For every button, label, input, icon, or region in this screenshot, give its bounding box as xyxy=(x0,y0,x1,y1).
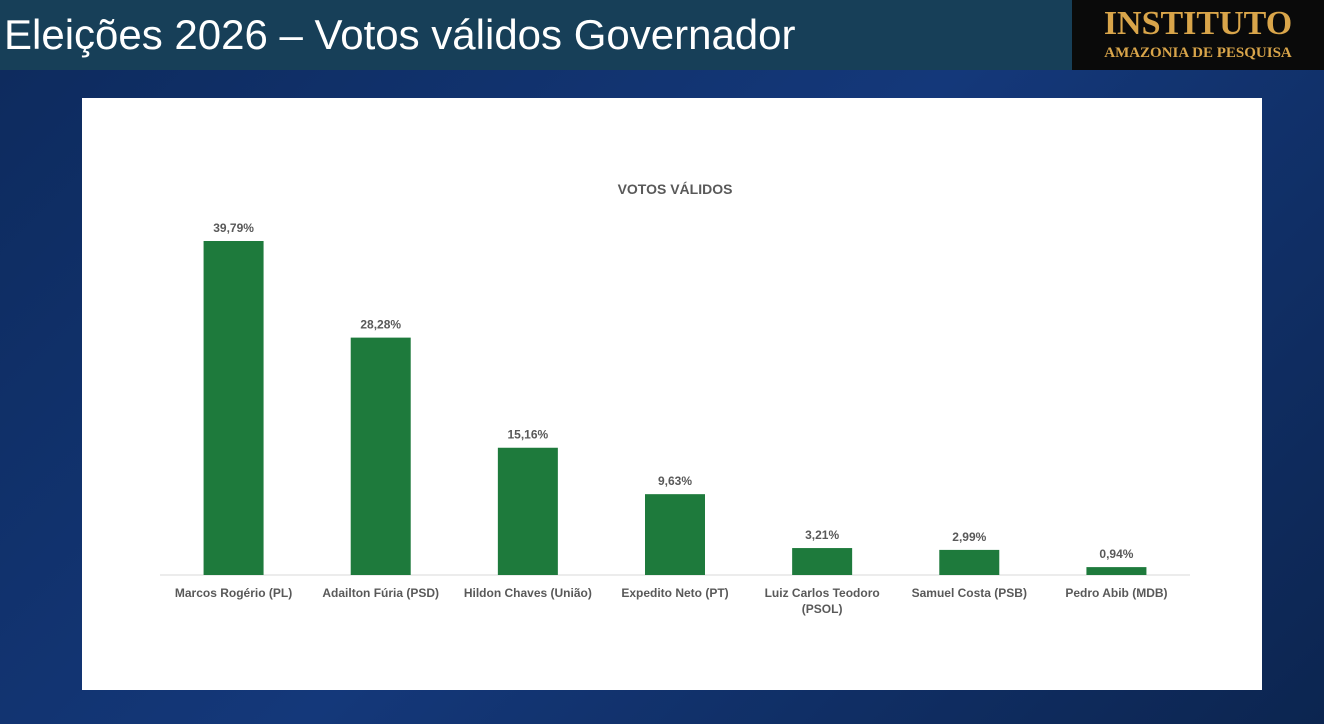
bar xyxy=(939,549,1000,575)
logo-subtitle: AMAZONIA DE PESQUISA xyxy=(1104,45,1292,61)
value-label: 28,28% xyxy=(360,318,401,332)
bar xyxy=(645,494,705,575)
x-tick-label: Pedro Abib (MDB) xyxy=(1065,586,1168,600)
logo-name: INSTITUTO xyxy=(1103,5,1293,42)
chart-panel: VOTOS VÁLIDOS 39,79% 28,28% 15,16% 9,63% 3,2… xyxy=(82,98,1262,690)
value-label: 39,79% xyxy=(213,221,254,235)
x-tick-label: Samuel Costa (PSB) xyxy=(911,586,1027,600)
chart-title: VOTOS VÁLIDOS xyxy=(618,181,733,197)
bar xyxy=(497,447,558,575)
x-tick-label: Adailton Fúria (PSD) xyxy=(322,586,440,600)
x-tick-label: Hildon Chaves (União) xyxy=(463,586,592,600)
value-label: 15,16% xyxy=(508,428,549,442)
x-tick-label: Expedito Neto (PT) xyxy=(621,586,729,600)
value-label: 0,94% xyxy=(1099,547,1133,561)
logo: INSTITUTO AMAZONIA DE PESQUISA xyxy=(1072,0,1324,70)
x-tick-label: Marcos Rogério (PL) xyxy=(174,586,293,600)
value-label: 2,99% xyxy=(952,530,986,544)
bar xyxy=(350,337,411,575)
slide-title: Eleições 2026 – Votos válidos Governador xyxy=(0,0,1072,70)
x-tick-label: Luiz Carlos Teodoro (PSOL) xyxy=(764,586,880,616)
bar xyxy=(792,548,853,575)
chart: VOTOS VÁLIDOS 39,79% 28,28% 15,16% 9,63% 3,2… xyxy=(160,181,1190,576)
value-label: 9,63% xyxy=(658,474,692,488)
value-label: 3,21% xyxy=(805,528,839,542)
bar xyxy=(203,241,264,575)
bar xyxy=(1086,567,1147,575)
